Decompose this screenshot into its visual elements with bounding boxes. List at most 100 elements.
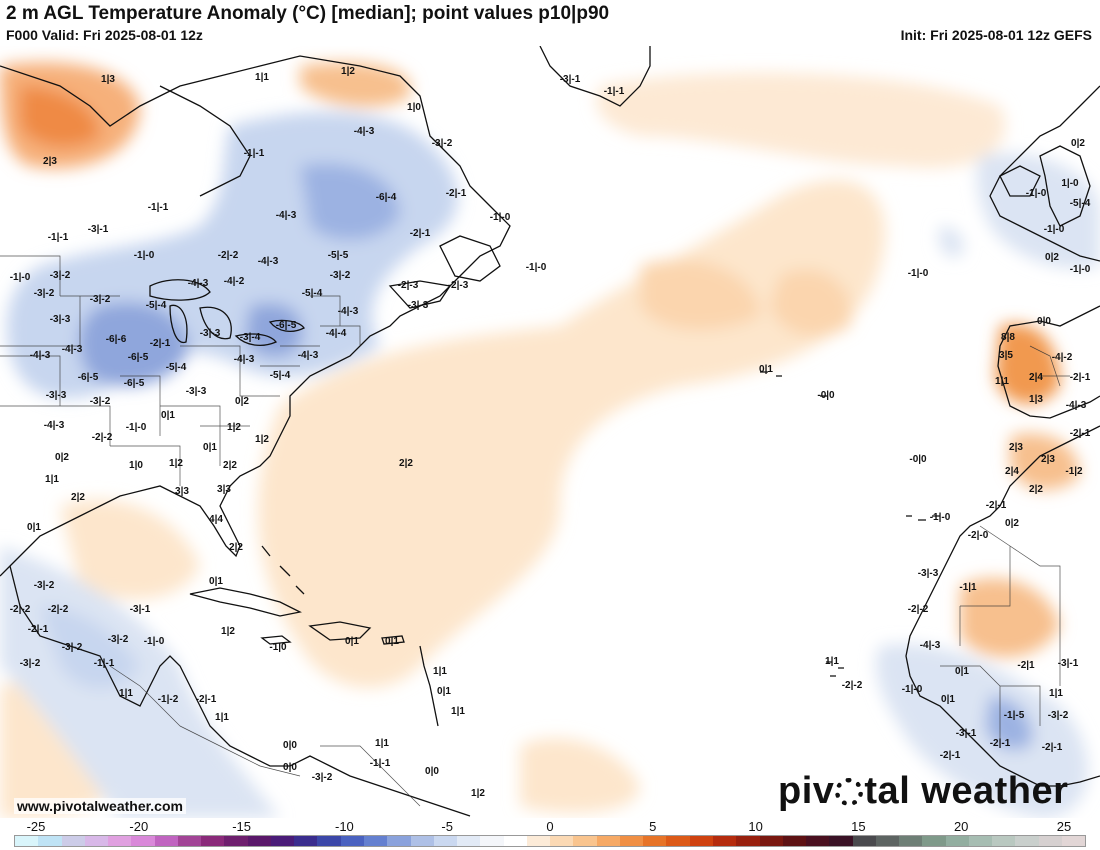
point-value-label: -3|-2 (90, 396, 111, 407)
point-value-label: -3|-1 (560, 74, 581, 85)
point-value-label: 1|3 (1029, 394, 1043, 405)
colorbar-swatch (201, 836, 225, 846)
point-value-label: -4|-4 (326, 328, 347, 339)
point-value-label: -1|-0 (1026, 188, 1047, 199)
point-value-label: 1|1 (1049, 688, 1063, 699)
colorbar-swatch (643, 836, 667, 846)
point-value-label: 0|2 (55, 452, 69, 463)
point-value-label: 3|3 (217, 484, 231, 495)
colorbar-swatch (759, 836, 783, 846)
point-value-label: -3|-2 (432, 138, 453, 149)
point-value-label: 0|2 (235, 396, 249, 407)
point-value-label: 1|3 (101, 74, 115, 85)
point-value-label: -1|-1 (244, 148, 265, 159)
point-value-label: 0|1 (955, 666, 969, 677)
point-value-label: 0|1 (345, 636, 359, 647)
map-canvas: 1|1 1|2 1|3 2|3 -1|-1 -1|-1 -4|-3 -4|-3 -3|-2 -6|… (0, 46, 1100, 818)
point-value-label: 0|1 (941, 694, 955, 705)
point-value-label: 1|0 (407, 102, 421, 113)
point-value-label: -2|-3 (398, 280, 419, 291)
map-title: 2 m AGL Temperature Anomaly (°C) [median… (6, 3, 610, 24)
colorbar-swatch (317, 836, 341, 846)
anomaly-shading (0, 62, 1100, 818)
point-value-label: 1|1 (45, 474, 59, 485)
point-value-label: -4|-3 (30, 350, 51, 361)
point-value-label: 1|-0 (1061, 178, 1079, 189)
colorbar-tick-label: -15 (232, 819, 251, 834)
colorbar-tick-label: 0 (546, 819, 554, 834)
point-value-label: -1|-1 (48, 232, 69, 243)
point-value-label: -1|-0 (144, 636, 165, 647)
colorbar-swatch (340, 836, 364, 846)
colorbar-swatch (177, 836, 202, 846)
point-value-label: -2|-2 (218, 250, 239, 261)
colorbar-swatch (480, 836, 504, 846)
colorbar-swatch (829, 836, 853, 846)
point-value-label: -3|-2 (50, 270, 71, 281)
colorbar-swatch (387, 836, 411, 846)
point-value-label: 1|1 (825, 656, 839, 667)
point-value-label: -3|-2 (1048, 710, 1069, 721)
point-value-label: -2|-1 (28, 624, 49, 635)
point-value-label: 0|1 (385, 636, 399, 647)
colorbar-swatch (573, 836, 597, 846)
point-value-label: -1|-0 (1070, 264, 1091, 275)
point-value-label: -3|-3 (50, 314, 71, 325)
point-value-label: -1|0 (269, 642, 287, 653)
point-value-label: -2|-1 (1070, 372, 1091, 383)
colorbar-swatch (806, 836, 830, 846)
point-value-label: -1|2 (1065, 466, 1083, 477)
point-value-label: -6|-6 (106, 334, 127, 345)
point-value-label: 1|2 (471, 788, 485, 799)
point-value-label: -5|-4 (270, 370, 291, 381)
point-value-label: 1|1 (375, 738, 389, 749)
colorbar-swatch (84, 836, 109, 846)
point-value-label: -2|-1 (990, 738, 1011, 749)
colorbar-swatch (433, 836, 458, 846)
point-value-label: -2|-2 (908, 604, 929, 615)
point-value-label: -2|-0 (968, 530, 989, 541)
colorbar-swatch (247, 836, 271, 846)
point-value-label: -3|-2 (62, 642, 83, 653)
point-value-label: -2|-2 (92, 432, 113, 443)
point-value-label: -2|-2 (48, 604, 69, 615)
point-value-label: -3|-3 (186, 386, 207, 397)
point-value-label: 1|1 (119, 688, 133, 699)
colorbar-swatch (224, 836, 248, 846)
point-value-label: -6|-5 (124, 378, 145, 389)
point-value-label: -1|-0 (134, 250, 155, 261)
point-value-label: 3|3 (175, 486, 189, 497)
point-value-label: -1|-0 (908, 268, 929, 279)
colorbar-swatch (457, 836, 481, 846)
point-value-label: -1|-1 (148, 202, 169, 213)
colorbar-swatch (875, 836, 900, 846)
point-value-label: -3|-2 (312, 772, 333, 783)
point-value-label: -2|-1 (1042, 742, 1063, 753)
anomaly-map[interactable]: 1|1 1|2 1|3 2|3 -1|-1 -1|-1 -4|-3 -4|-3 -3|-2 -6|… (0, 46, 1100, 818)
colorbar-tick-label: 10 (748, 819, 763, 834)
point-value-label: 1|2 (221, 626, 235, 637)
valid-time-label: F000 Valid: Fri 2025-08-01 12z (6, 27, 203, 43)
point-value-label: 1|1 (215, 712, 229, 723)
colorbar-swatch (1061, 836, 1086, 846)
site-url[interactable]: www.pivotalweather.com (14, 798, 186, 814)
point-value-label: 1|2 (227, 422, 241, 433)
colorbar-swatch (15, 836, 39, 846)
point-value-label: -3|-2 (20, 658, 41, 669)
colorbar-tick-label: -20 (129, 819, 149, 834)
point-value-label: 2|4 (1005, 466, 1019, 477)
point-value-label: -4|-3 (258, 256, 279, 267)
colorbar-swatch (945, 836, 969, 846)
point-value-label: -2|-1 (196, 694, 217, 705)
point-value-label: -1|1 (959, 582, 977, 593)
point-value-label: -4|-3 (234, 354, 255, 365)
point-value-label: -3|-2 (90, 294, 111, 305)
colorbar-swatch (294, 836, 318, 846)
point-value-label: -6|-4 (376, 192, 397, 203)
colorbar-tick-label: -25 (26, 819, 46, 834)
colorbar-swatch (736, 836, 760, 846)
point-value-label: -1|-0 (10, 272, 31, 283)
point-value-label: 0|1 (161, 410, 175, 421)
point-value-label: 0|0 (1037, 316, 1051, 327)
colorbar-tick-label: -5 (441, 819, 453, 834)
